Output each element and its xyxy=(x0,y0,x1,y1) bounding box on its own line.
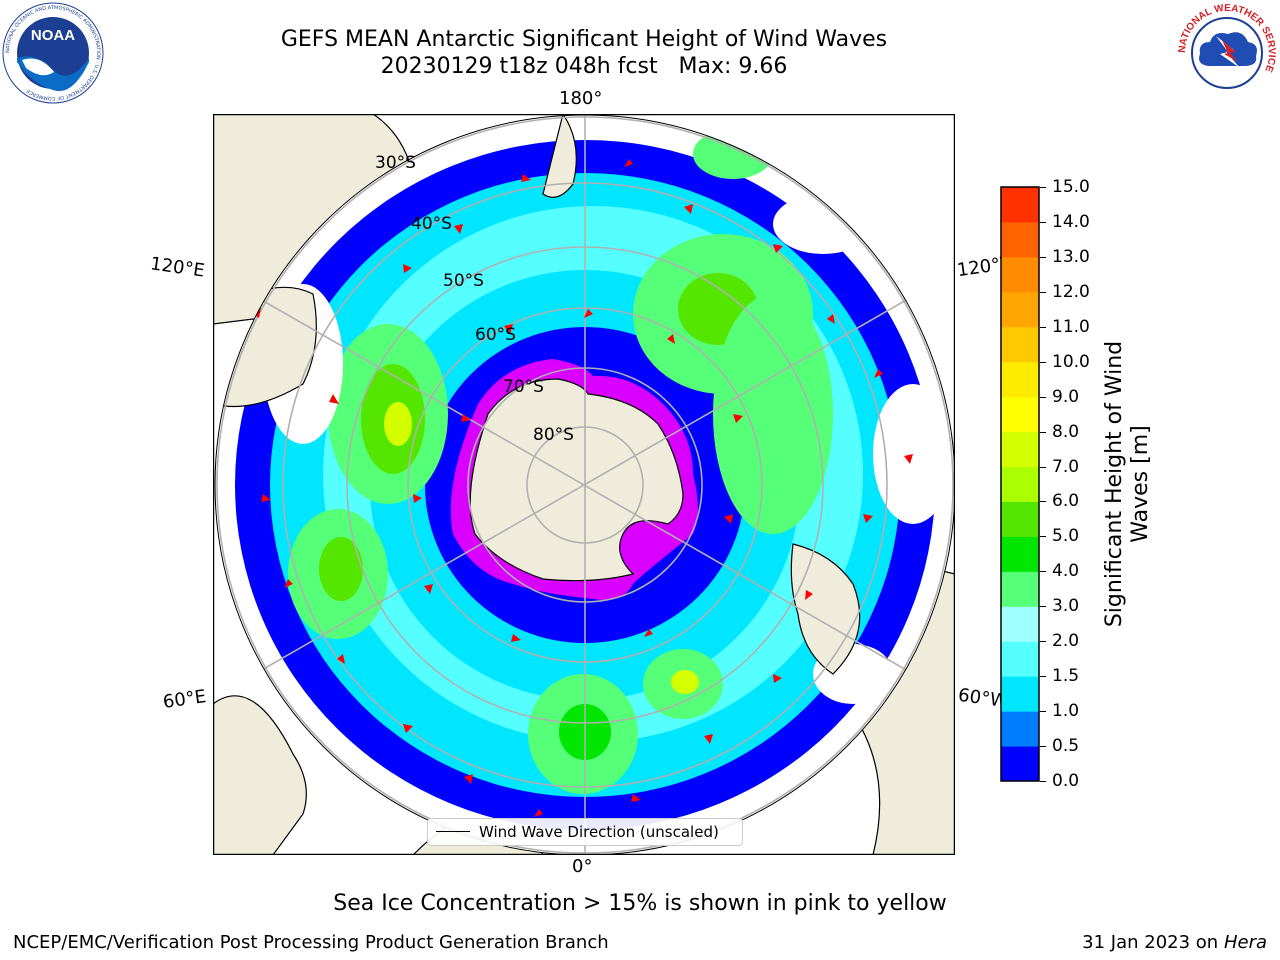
colorbar-segment xyxy=(1001,501,1039,536)
colorbar-tick-label: 0.0 xyxy=(1052,771,1079,791)
colorbar-tick-mark xyxy=(1040,397,1046,398)
lat-label-70s: 70°S xyxy=(503,377,544,397)
colorbar-tick-mark xyxy=(1040,746,1046,747)
map-legend: Wind Wave Direction (unscaled) xyxy=(427,818,743,846)
colorbar-tick-mark xyxy=(1040,327,1046,328)
colorbar-tick-mark xyxy=(1040,641,1046,642)
colorbar-segment xyxy=(1001,746,1039,781)
colorbar-tick-mark xyxy=(1040,781,1046,782)
lon-label-0: 0° xyxy=(572,857,592,877)
colorbar-tick-label: 10.0 xyxy=(1052,352,1090,372)
noaa-logo: NOAA NATIONAL OCEANIC AND ATMOSPHERIC AD… xyxy=(2,2,104,104)
lat-label-30s: 30°S xyxy=(375,153,416,173)
colorbar-segment xyxy=(1001,222,1039,257)
colorbar-segment xyxy=(1001,257,1039,292)
colorbar-tick-label: 3.0 xyxy=(1052,596,1079,616)
colorbar-segment xyxy=(1001,536,1039,571)
colorbar-tick-mark xyxy=(1040,606,1046,607)
colorbar-segment xyxy=(1001,432,1039,467)
footer-date: 31 Jan 2023 on Hera xyxy=(1082,932,1267,954)
colorbar-tick-label: 11.0 xyxy=(1052,317,1090,337)
colorbar-tick-mark xyxy=(1040,257,1046,258)
footer-host: Hera xyxy=(1224,932,1267,953)
colorbar-label: Significant Height of Wind Waves [m] xyxy=(1102,304,1154,664)
colorbar-tick-label: 0.5 xyxy=(1052,736,1079,756)
colorbar-tick-label: 12.0 xyxy=(1052,282,1090,302)
lat-label-50s: 50°S xyxy=(443,271,484,291)
colorbar-tick-mark xyxy=(1040,222,1046,223)
footer-org: NCEP/EMC/Verification Post Processing Pr… xyxy=(13,932,609,954)
colorbar-tick-mark xyxy=(1040,676,1046,677)
colorbar-segment xyxy=(1001,606,1039,641)
colorbar-segment xyxy=(1001,467,1039,502)
colorbar-tick-label: 9.0 xyxy=(1052,387,1079,407)
colorbar-tick-label: 5.0 xyxy=(1052,526,1079,546)
colorbar-segment xyxy=(1001,362,1039,397)
polar-map: 30°S 40°S 50°S 60°S 70°S 80°S xyxy=(213,114,955,855)
colorbar-segment xyxy=(1001,641,1039,676)
colorbar-segment xyxy=(1001,187,1039,222)
colorbar-segment xyxy=(1001,292,1039,327)
colorbar-tick-mark xyxy=(1040,432,1046,433)
colorbar-tick-label: 15.0 xyxy=(1052,177,1090,197)
colorbar-tick-mark xyxy=(1040,571,1046,572)
colorbar xyxy=(1000,186,1040,782)
legend-line-sample xyxy=(436,831,470,832)
colorbar-tick-mark xyxy=(1040,292,1046,293)
chart-title: GEFS MEAN Antarctic Significant Height o… xyxy=(0,27,1168,53)
sea-ice-caption: Sea Ice Concentration > 15% is shown in … xyxy=(0,890,1280,918)
legend-label: Wind Wave Direction (unscaled) xyxy=(479,819,719,845)
colorbar-segment xyxy=(1001,711,1039,746)
footer-date-text: 31 Jan 2023 on xyxy=(1082,932,1218,953)
colorbar-tick-label: 1.5 xyxy=(1052,666,1079,686)
lon-label-180: 180° xyxy=(559,89,602,109)
lon-label-60e: 60°E xyxy=(162,687,208,713)
lat-label-40s: 40°S xyxy=(411,214,452,234)
lat-label-60s: 60°S xyxy=(475,325,516,345)
chart-subtitle: 20230129 t18z 048h fcst Max: 9.66 xyxy=(0,54,1168,80)
colorbar-tick-label: 7.0 xyxy=(1052,457,1079,477)
nws-logo: NATIONAL WEATHER SERVICE xyxy=(1176,2,1278,104)
colorbar-segment xyxy=(1001,676,1039,711)
lat-label-80s: 80°S xyxy=(533,425,574,445)
colorbar-segment xyxy=(1001,571,1039,606)
colorbar-tick-label: 1.0 xyxy=(1052,701,1079,721)
colorbar-tick-mark xyxy=(1040,711,1046,712)
colorbar-tick-label: 2.0 xyxy=(1052,631,1079,651)
colorbar-tick-mark xyxy=(1040,362,1046,363)
colorbar-tick-mark xyxy=(1040,501,1046,502)
noaa-logo-text: NOAA xyxy=(31,27,75,44)
colorbar-tick-label: 13.0 xyxy=(1052,247,1090,267)
wave-height-field xyxy=(213,114,955,855)
colorbar-segment xyxy=(1001,397,1039,432)
colorbar-segment xyxy=(1001,327,1039,362)
colorbar-tick-label: 4.0 xyxy=(1052,561,1079,581)
colorbar-tick-mark xyxy=(1040,187,1046,188)
colorbar-tick-mark xyxy=(1040,536,1046,537)
colorbar-tick-label: 6.0 xyxy=(1052,491,1079,511)
colorbar-tick-label: 8.0 xyxy=(1052,422,1079,442)
lon-label-120e: 120°E xyxy=(149,254,206,281)
colorbar-tick-mark xyxy=(1040,467,1046,468)
colorbar-tick-label: 14.0 xyxy=(1052,212,1090,232)
